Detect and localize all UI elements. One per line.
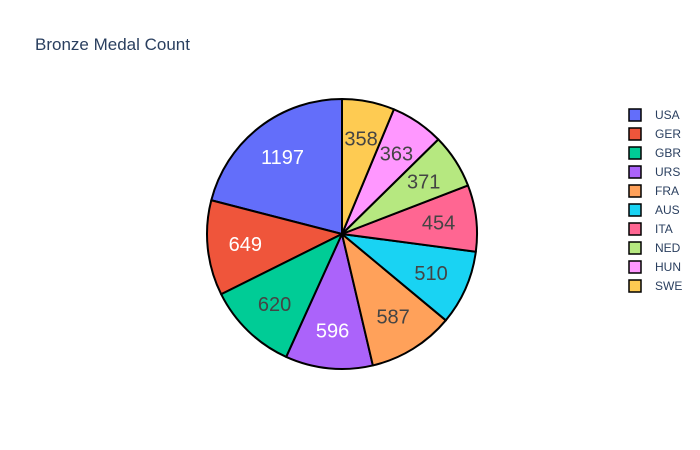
legend-item-hun[interactable]: HUN — [628, 260, 681, 274]
legend-item-swe[interactable]: SWE — [628, 279, 682, 293]
legend-label-aus: AUS — [655, 203, 680, 217]
legend-label-usa: USA — [655, 108, 680, 122]
pie-slice-swe[interactable] — [341, 98, 395, 235]
pie-slice-fra[interactable] — [341, 233, 447, 367]
legend-item-ned[interactable]: NED — [628, 241, 681, 255]
legend-swatch-hun — [628, 260, 642, 274]
legend-item-ita[interactable]: ITA — [628, 222, 673, 236]
pie-slice-label-aus: 510 — [414, 263, 447, 285]
legend-swatch-urs — [628, 165, 642, 179]
legend-swatch-ita — [628, 222, 642, 236]
legend-item-fra[interactable]: FRA — [628, 184, 679, 198]
pie-slice-label-urs: 596 — [316, 321, 349, 343]
pie-slice-label-swe: 358 — [344, 129, 377, 151]
legend-swatch-gbr — [628, 146, 642, 160]
legend-swatch-ger — [628, 127, 642, 141]
pie-slice-usa[interactable] — [210, 98, 343, 235]
legend-swatch-ned — [628, 241, 642, 255]
pie-slice-label-hun: 363 — [380, 143, 413, 165]
pie-slice-label-usa: 1197 — [261, 147, 304, 169]
chart-title: Bronze Medal Count — [35, 35, 190, 54]
legend-swatch-usa — [628, 108, 642, 122]
pie-slice-label-gbr: 620 — [258, 294, 291, 316]
legend-label-urs: URS — [655, 165, 680, 179]
legend-item-ger[interactable]: GER — [628, 127, 681, 141]
legend-label-ita: ITA — [655, 222, 673, 236]
pie-slice-label-ger: 649 — [229, 234, 262, 256]
pie-slice-gbr[interactable] — [220, 233, 343, 358]
legend-label-gbr: GBR — [655, 146, 681, 160]
legend-item-aus[interactable]: AUS — [628, 203, 680, 217]
pie-slice-urs[interactable] — [285, 233, 374, 370]
legend-item-urs[interactable]: URS — [628, 165, 680, 179]
legend-label-ned: NED — [655, 241, 681, 255]
legend-swatch-swe — [628, 279, 642, 293]
legend-item-gbr[interactable]: GBR — [628, 146, 681, 160]
legend-item-usa[interactable]: USA — [628, 108, 680, 122]
pie-slices — [206, 98, 478, 370]
pie-slice-label-fra: 587 — [376, 307, 409, 329]
legend: USA GER GBR URS FRA AUS ITA NED HUN SWE — [628, 108, 682, 293]
legend-swatch-fra — [628, 184, 642, 198]
legend-swatch-aus — [628, 203, 642, 217]
legend-label-ger: GER — [655, 127, 681, 141]
legend-label-swe: SWE — [655, 279, 682, 293]
pie-slice-ger[interactable] — [206, 199, 343, 296]
legend-label-fra: FRA — [655, 184, 679, 198]
pie-slice-label-ned: 371 — [407, 171, 440, 193]
legend-label-hun: HUN — [655, 260, 681, 274]
pie-slice-label-ita: 454 — [422, 213, 455, 235]
